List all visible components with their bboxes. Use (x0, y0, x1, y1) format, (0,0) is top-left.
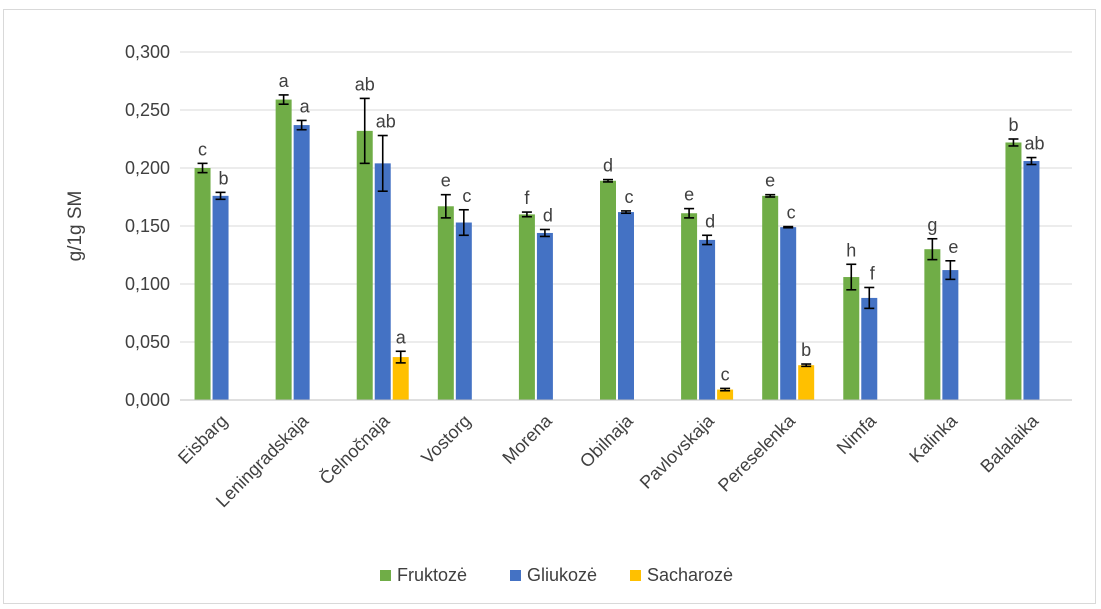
significance-label: f (524, 188, 530, 208)
significance-label: c (787, 203, 796, 223)
y-tick-label: 0,250 (125, 100, 170, 120)
y-axis-label: g/1g SM (65, 191, 86, 262)
significance-label: ab (1024, 134, 1044, 154)
y-tick-label: 0,150 (125, 216, 170, 236)
bar (681, 213, 698, 400)
bar (780, 227, 797, 400)
legend-swatch (630, 570, 641, 581)
significance-label: d (705, 211, 715, 231)
significance-label: d (543, 205, 553, 225)
significance-label: h (846, 240, 856, 260)
significance-label: g (927, 215, 937, 235)
bar (861, 297, 878, 400)
bar (717, 389, 734, 400)
bar (212, 195, 229, 400)
legend-label: Sacharozė (647, 565, 733, 585)
bar (1023, 161, 1040, 400)
y-tick-label: 0,300 (125, 42, 170, 62)
bar (455, 222, 472, 400)
legend-swatch (380, 570, 391, 581)
bar (437, 206, 454, 400)
bar (356, 130, 373, 400)
bar (1005, 142, 1022, 401)
significance-label: a (279, 71, 290, 91)
bar (699, 239, 716, 400)
significance-label: ab (355, 74, 375, 94)
bar (843, 277, 860, 400)
bar (924, 249, 941, 400)
bar (392, 357, 409, 400)
x-tick-label: Vostorg (417, 411, 474, 468)
bar (518, 214, 535, 400)
significance-label: ab (376, 112, 396, 132)
bar (618, 212, 634, 400)
x-tick-label: Morena (498, 410, 556, 468)
significance-label: c (198, 139, 207, 159)
legend-swatch (510, 570, 521, 581)
significance-label: b (801, 340, 811, 360)
x-tick-label: Pereselenka (714, 410, 800, 496)
y-tick-label: 0,000 (125, 390, 170, 410)
legend-label: Fruktozė (397, 565, 467, 585)
bar (293, 125, 310, 400)
bar (275, 99, 292, 400)
legend-label: Gliukozė (527, 565, 597, 585)
bar (798, 365, 815, 400)
bar (374, 163, 391, 400)
x-tick-label: Kalinka (905, 410, 962, 467)
bar (762, 195, 779, 400)
y-tick-label: 0,200 (125, 158, 170, 178)
significance-label: f (870, 263, 876, 283)
significance-label: b (1008, 115, 1018, 135)
significance-label: c (625, 187, 634, 207)
bar (194, 168, 211, 400)
significance-label: a (300, 96, 311, 116)
significance-label: e (441, 171, 451, 191)
bar (536, 232, 553, 400)
bar (942, 270, 959, 400)
significance-label: e (684, 185, 694, 205)
y-tick-label: 0,050 (125, 332, 170, 352)
significance-label: a (396, 327, 407, 347)
x-tick-label: Obilnaja (576, 410, 638, 472)
bar (600, 180, 616, 400)
significance-label: c (721, 364, 730, 384)
significance-label: b (219, 168, 229, 188)
x-tick-label: Pavlovskaja (636, 410, 719, 493)
y-tick-label: 0,100 (125, 274, 170, 294)
significance-label: e (765, 171, 775, 191)
x-tick-label: Balalaika (976, 410, 1042, 476)
significance-label: e (948, 237, 958, 257)
significance-label: d (603, 156, 613, 176)
x-tick-label: Nimfa (833, 410, 881, 458)
x-tick-label: Čelnočnaja (315, 409, 394, 488)
x-tick-label: Eisbarg (174, 411, 231, 468)
significance-label: c (462, 186, 471, 206)
